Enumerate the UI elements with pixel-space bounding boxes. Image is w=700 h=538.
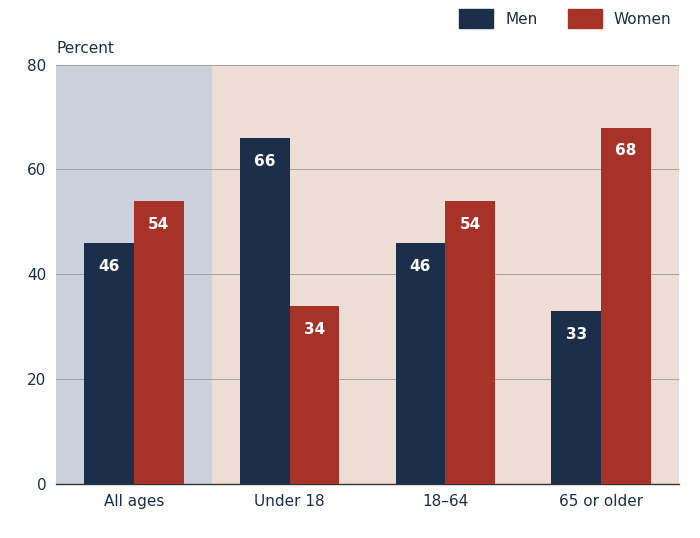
Bar [290,306,340,484]
Bar [134,201,183,484]
Bar [395,243,445,484]
Bar [84,243,134,484]
Text: 66: 66 [254,154,276,169]
Text: Percent: Percent [56,41,114,56]
Bar [445,201,495,484]
Bar [240,138,290,484]
Text: 46: 46 [98,259,120,274]
Text: 34: 34 [304,322,326,337]
Bar [56,65,211,484]
Text: 54: 54 [460,217,481,232]
Legend: Men, Women: Men, Women [459,9,671,28]
Text: 46: 46 [410,259,431,274]
Text: 54: 54 [148,217,169,232]
Text: 68: 68 [615,143,637,158]
Bar [211,65,679,484]
Bar [601,128,651,484]
Text: 33: 33 [566,327,587,342]
Bar [552,311,601,484]
